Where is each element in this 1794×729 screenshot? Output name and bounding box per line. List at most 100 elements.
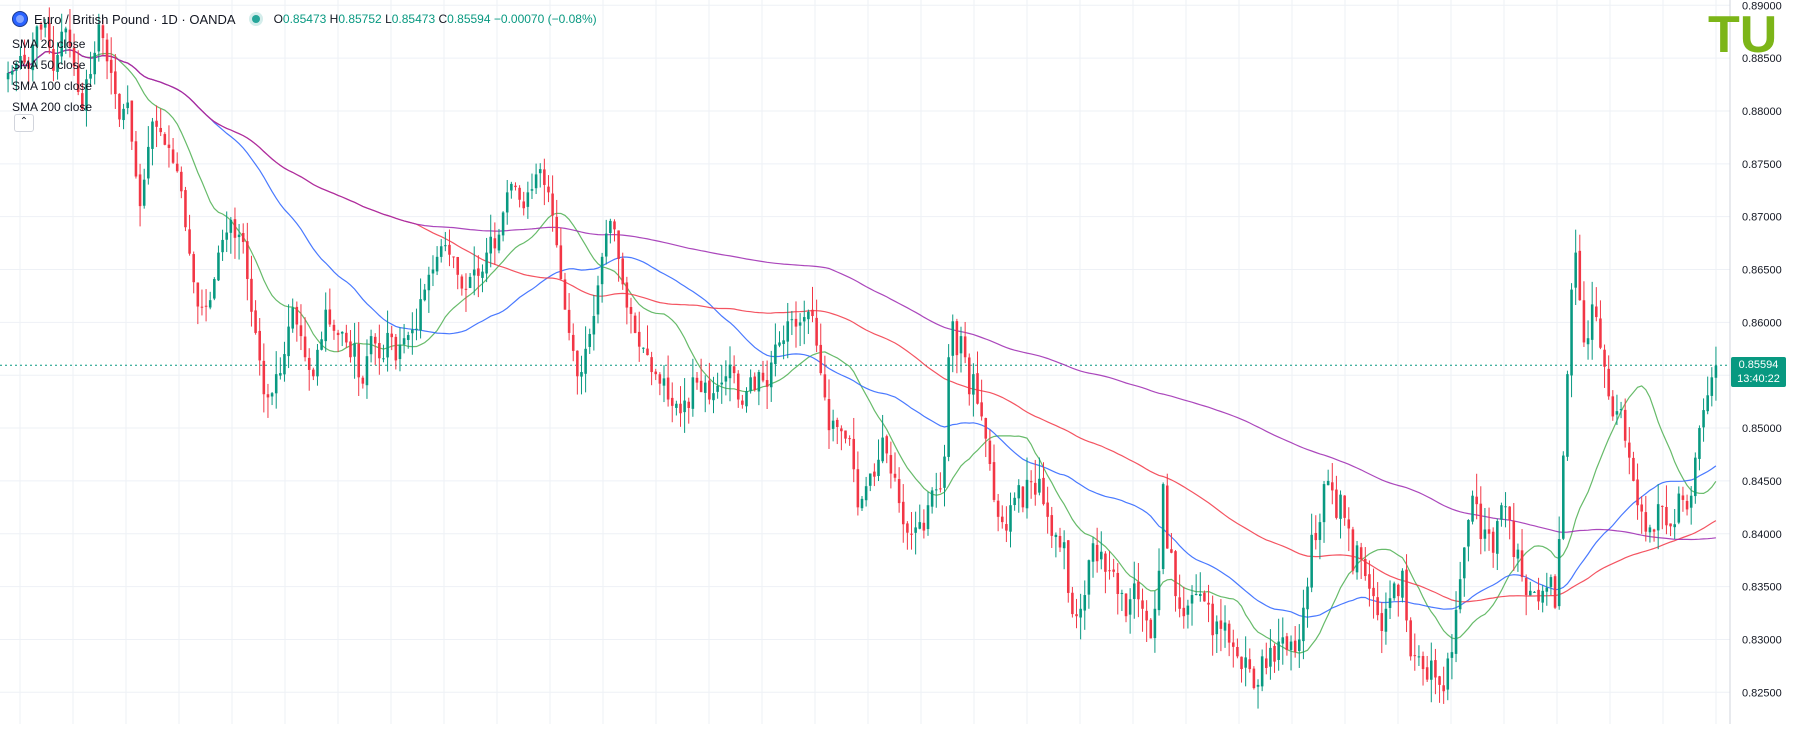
candle xyxy=(1438,675,1441,703)
candle-body xyxy=(56,54,59,72)
candle-body xyxy=(955,321,959,356)
symbol-title[interactable]: Euro / British Pound · 1D · OANDA xyxy=(34,11,236,27)
candle-body xyxy=(180,171,183,192)
candle xyxy=(31,32,35,82)
indicator-sma-100[interactable]: SMA 100 close xyxy=(12,79,93,93)
candle xyxy=(1331,463,1334,505)
candle xyxy=(241,223,245,254)
candle xyxy=(1632,451,1635,482)
indicator-sma-50[interactable]: SMA 50 close xyxy=(12,58,86,72)
candle-body xyxy=(299,325,303,337)
candle-body xyxy=(530,189,534,191)
candle-body xyxy=(547,186,550,193)
candle-body xyxy=(650,357,653,373)
candle xyxy=(1648,524,1652,543)
candle xyxy=(1665,485,1668,535)
candle-body xyxy=(712,393,715,401)
candle-body xyxy=(415,328,418,330)
indicator-sma-200[interactable]: SMA 200 close xyxy=(12,100,93,114)
candle-body xyxy=(831,420,835,429)
candle-body xyxy=(1380,613,1384,631)
candle-body xyxy=(188,229,191,254)
candle-body xyxy=(1137,581,1140,600)
candle xyxy=(118,93,121,127)
candle-body xyxy=(225,232,228,240)
candle-body xyxy=(609,220,612,234)
candle xyxy=(1194,574,1198,596)
chevron-up-icon[interactable]: ⌃ xyxy=(14,114,34,132)
candle xyxy=(1689,486,1693,525)
candle xyxy=(860,495,864,511)
candle xyxy=(283,341,286,382)
candle-body xyxy=(1458,579,1462,610)
indicator-sma-20[interactable]: SMA 20 close xyxy=(12,37,86,51)
candle-body xyxy=(947,357,950,457)
candle-body xyxy=(6,72,10,80)
candle-body xyxy=(1231,642,1235,647)
candle-body xyxy=(340,331,344,334)
candle xyxy=(81,82,84,111)
candle-body xyxy=(316,349,319,377)
candle-body xyxy=(802,317,806,322)
candle xyxy=(68,9,72,58)
candle-body xyxy=(893,473,897,478)
candle xyxy=(567,293,571,341)
candle-body xyxy=(1252,668,1256,689)
candle-body xyxy=(1487,529,1491,534)
candle-body xyxy=(138,174,142,207)
candle-body xyxy=(1475,496,1478,505)
candle-body xyxy=(217,252,220,281)
candle xyxy=(1607,355,1610,400)
candle-body xyxy=(1471,495,1474,522)
candle xyxy=(460,274,464,296)
candle-body xyxy=(1661,505,1664,507)
candle xyxy=(142,168,146,209)
candle xyxy=(794,301,798,348)
symbol-flag-icon[interactable] xyxy=(12,11,28,27)
candle-body xyxy=(118,93,121,120)
candle xyxy=(1322,480,1326,543)
candle xyxy=(831,409,835,442)
candle-body xyxy=(1244,657,1247,668)
candle-body xyxy=(588,333,592,347)
candle xyxy=(910,512,913,550)
candle-body xyxy=(1260,656,1264,687)
candle xyxy=(192,251,195,294)
candle-body xyxy=(31,45,35,71)
candle xyxy=(897,467,901,513)
candle xyxy=(1669,523,1672,537)
candle-body xyxy=(745,391,748,407)
candle xyxy=(114,54,117,109)
candle-body xyxy=(1203,592,1206,602)
candle xyxy=(472,246,476,296)
candle xyxy=(10,65,14,85)
candle xyxy=(588,328,592,354)
candle xyxy=(741,394,744,409)
candle xyxy=(402,324,406,354)
candle xyxy=(386,310,389,372)
candle-body xyxy=(1174,551,1177,597)
candle xyxy=(353,322,356,379)
candle xyxy=(1442,666,1445,704)
candle-body xyxy=(274,374,278,394)
candle xyxy=(1392,581,1396,601)
candle-body xyxy=(695,377,699,383)
candle xyxy=(122,103,125,130)
candle xyxy=(761,360,765,383)
candle-body xyxy=(658,374,662,384)
candle xyxy=(712,376,715,414)
candle xyxy=(373,333,377,365)
candle-body xyxy=(637,331,641,347)
candle xyxy=(1203,590,1206,602)
candle xyxy=(171,137,175,164)
candle-body xyxy=(1520,550,1524,578)
candle xyxy=(534,163,538,195)
candle xyxy=(1219,599,1223,652)
candle-body xyxy=(1046,502,1049,517)
candle xyxy=(666,355,670,407)
candle xyxy=(769,350,773,402)
price-tick-label: 0.88500 xyxy=(1742,53,1782,65)
candle-body xyxy=(15,63,18,71)
